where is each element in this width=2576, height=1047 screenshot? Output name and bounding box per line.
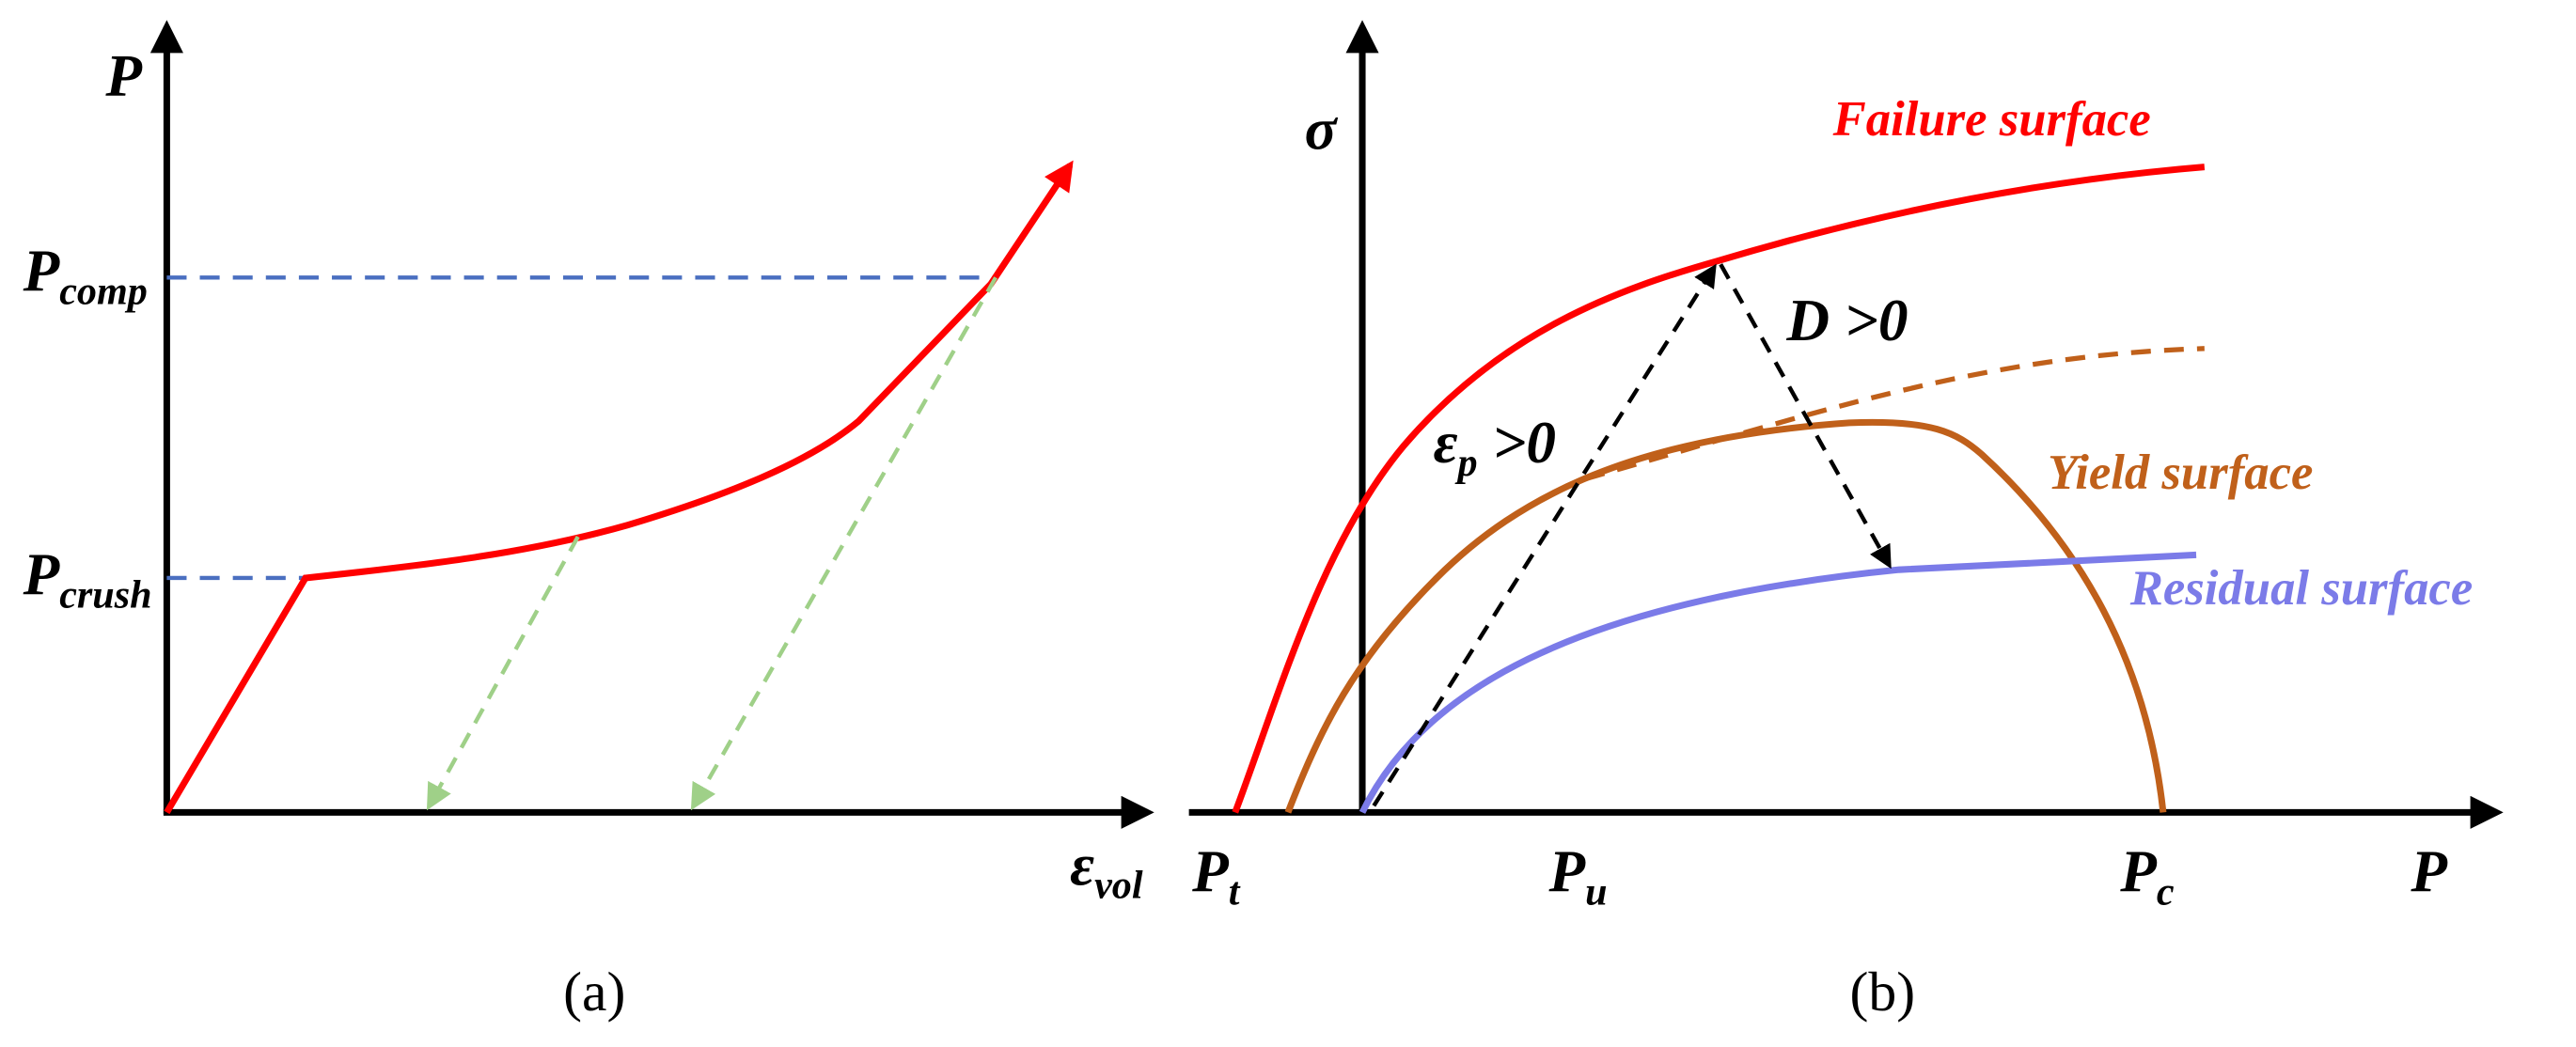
caption: (a) — [563, 961, 625, 1023]
y-axis-label: σ — [1305, 96, 1339, 162]
damage-path — [1719, 263, 1892, 570]
unload-path — [690, 276, 998, 811]
x-axis-label: εvol — [1070, 833, 1143, 908]
panel-a: P Pcomp Pcrush εvol (a) — [23, 20, 1154, 1023]
point-label: Pc — [2119, 839, 2175, 914]
annotation: εp >0 — [1434, 410, 1556, 485]
curve-label: Residual surface — [2129, 561, 2473, 616]
point-label: Pu — [1548, 839, 1608, 914]
level-label: Pcrush — [23, 542, 152, 617]
curve-label: Failure surface — [1832, 92, 2151, 147]
annotation: D >0 — [1785, 288, 1908, 353]
y-axis-label: P — [104, 43, 143, 109]
yield-extension — [1584, 346, 2205, 482]
unload-path — [426, 535, 580, 811]
yield-surface — [1284, 418, 2167, 814]
failure-surface — [1232, 164, 2206, 814]
panel-b: σ Failure surface Yield surface Residual… — [1188, 20, 2504, 1023]
loading-path — [1372, 263, 1717, 807]
level-label: Pcomp — [23, 238, 148, 313]
curve-label: Yield surface — [2048, 445, 2313, 500]
point-label: Pt — [1191, 839, 1241, 914]
residual-surface — [1359, 551, 2197, 814]
x-axis-label: P — [2410, 839, 2448, 905]
caption: (b) — [1849, 961, 1915, 1023]
compaction-curve — [164, 160, 1074, 815]
